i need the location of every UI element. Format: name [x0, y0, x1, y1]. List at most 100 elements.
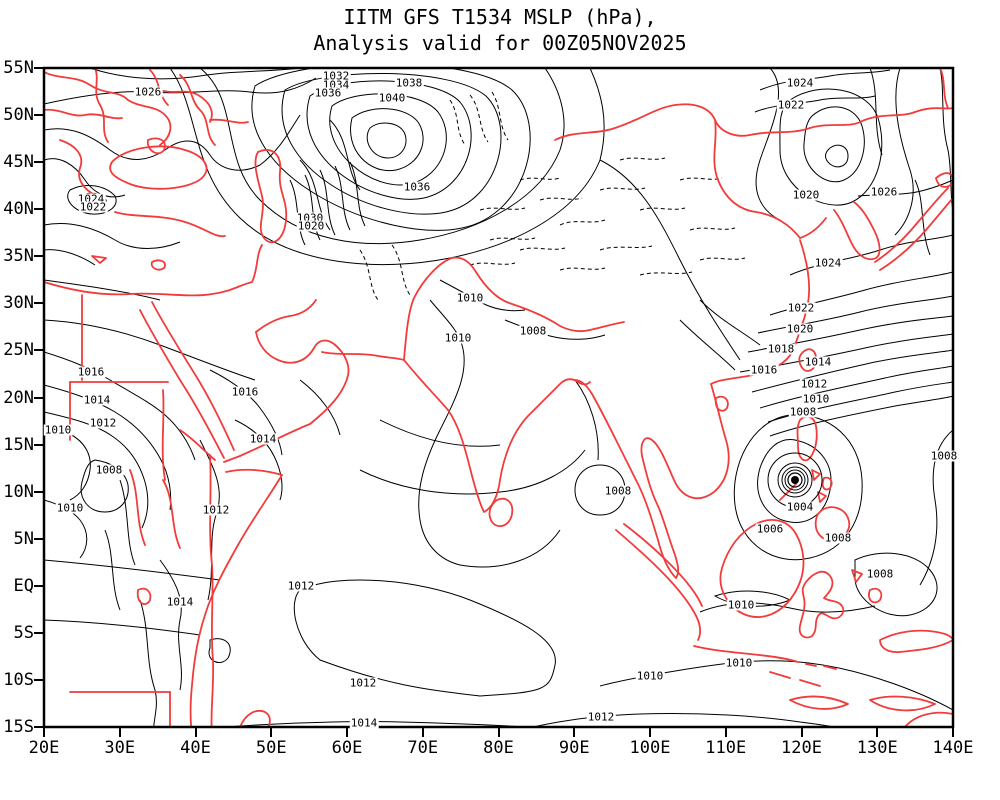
contour-label: 1038	[394, 76, 424, 90]
y-axis-label: 15N	[3, 434, 34, 455]
contour-label: 1008	[865, 567, 895, 581]
contour-label: 1020	[296, 219, 326, 233]
y-axis-tick	[34, 726, 44, 728]
contour-label: 1008	[788, 405, 818, 419]
x-axis-tick	[724, 727, 727, 737]
x-axis-tick	[573, 727, 576, 737]
y-axis-label: 35N	[3, 246, 34, 267]
x-axis-tick	[118, 727, 121, 737]
contour-label: 1014	[248, 432, 278, 446]
x-axis-tick	[421, 727, 424, 737]
chart-title: IITM GFS T1534 MSLP (hPa), Analysis vali…	[0, 4, 1000, 56]
contour-label: 1012	[348, 676, 378, 690]
contour-label: 1016	[230, 385, 260, 399]
contour-label: 1008	[518, 324, 548, 338]
x-axis-label: 140E	[932, 738, 974, 758]
contour-label: 1010	[635, 669, 665, 683]
x-axis-tick	[952, 727, 954, 737]
chart-title-line1: IITM GFS T1534 MSLP (hPa),	[343, 5, 657, 29]
y-axis-label: 5N	[13, 528, 34, 549]
contour-label: 1022	[78, 200, 108, 214]
y-axis-label: 15S	[3, 717, 34, 737]
contour-label: 1006	[755, 522, 785, 536]
y-axis-tick	[34, 114, 44, 117]
x-axis-label: 100E	[629, 738, 671, 758]
contour-label: 1036	[313, 86, 343, 100]
chart-title-line2: Analysis valid for 00Z05NOV2025	[313, 31, 687, 55]
y-axis-tick	[34, 349, 44, 352]
contour-label: 1016	[749, 363, 779, 377]
contour-label: 1014	[82, 393, 112, 407]
y-axis-tick	[34, 443, 44, 446]
contour-label: 1024	[813, 256, 843, 270]
x-axis-label: 40E	[180, 738, 211, 758]
y-axis-tick	[34, 490, 44, 493]
contour-label: 1014	[803, 355, 833, 369]
contour-label: 1022	[776, 98, 806, 112]
x-axis-label: 130E	[856, 738, 898, 758]
dashed-terrain-contours	[359, 91, 746, 301]
contour-label: 1022	[786, 301, 816, 315]
x-axis-label: 60E	[331, 738, 363, 758]
contour-label: 1020	[791, 188, 821, 202]
contour-label: 1012	[201, 503, 231, 517]
contour-label: 1010	[726, 598, 756, 612]
y-axis-tick	[34, 537, 44, 540]
contour-label: 1010	[455, 291, 485, 305]
contour-label: 1012	[286, 579, 316, 593]
contour-label: 1008	[823, 531, 853, 545]
y-axis-label: 20N	[3, 387, 34, 408]
x-axis-tick	[876, 727, 879, 737]
y-axis-label: 30N	[3, 293, 34, 314]
y-axis-tick	[34, 678, 44, 681]
y-axis-label: EQ	[13, 575, 34, 596]
y-axis-tick	[34, 584, 44, 587]
contour-label: 1010	[443, 331, 473, 345]
y-axis-label: 40N	[3, 199, 34, 220]
contour-label: 1010	[801, 392, 831, 406]
y-axis-tick	[34, 302, 44, 305]
x-axis-label: 70E	[407, 738, 439, 758]
contour-label: 1034	[321, 78, 351, 92]
x-axis-label: 30E	[104, 738, 136, 758]
y-axis-label: 10N	[3, 481, 34, 502]
x-axis-tick	[800, 727, 803, 737]
y-axis-tick	[34, 396, 44, 399]
contour-label: 1024	[76, 192, 106, 206]
x-axis-label: 50E	[255, 738, 287, 758]
x-axis-tick	[43, 727, 45, 737]
y-axis-tick	[34, 255, 44, 258]
x-axis-label: 120E	[781, 738, 822, 758]
contour-label: 1008	[929, 449, 959, 463]
contour-label: 1036	[402, 180, 432, 194]
x-axis-label: 90E	[558, 738, 590, 758]
contour-label: 1018	[766, 342, 796, 356]
y-axis-label: 45N	[3, 152, 34, 173]
contour-label: 1008	[603, 484, 633, 498]
y-axis-tick	[34, 208, 44, 211]
y-axis-label: 10S	[3, 669, 34, 690]
contour-label: 1024	[785, 76, 815, 90]
contour-label: 1026	[133, 85, 163, 99]
y-axis-label: 50N	[3, 105, 34, 126]
x-axis-tick	[649, 727, 651, 737]
contour-label: 1030	[295, 211, 325, 225]
contour-label: 1010	[43, 423, 73, 437]
contour-label: 1026	[869, 185, 899, 199]
contour-label: 1020	[785, 322, 815, 336]
contour-label: 1032	[321, 69, 351, 83]
contour-label: 1040	[377, 91, 407, 105]
contour-label: 1012	[88, 416, 118, 430]
contour-label: 1014	[165, 595, 195, 609]
contour-label: 1012	[799, 377, 829, 391]
x-axis-tick	[497, 727, 500, 737]
contour-label: 1008	[94, 463, 124, 477]
x-axis-label: 20E	[28, 738, 60, 758]
contour-label: 1016	[76, 365, 106, 379]
x-axis-tick	[346, 727, 348, 737]
contour-label: 1010	[724, 656, 754, 670]
x-axis-label: 110E	[705, 738, 747, 758]
y-axis-label: 25N	[3, 340, 34, 361]
